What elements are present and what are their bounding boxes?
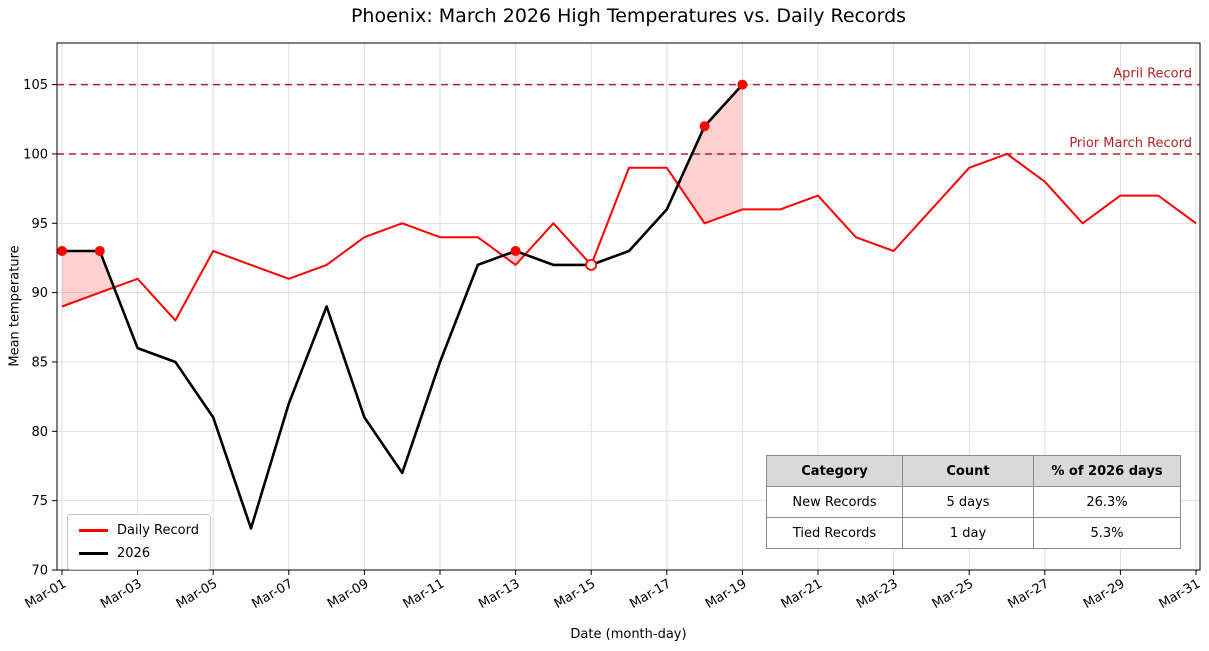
x-tick-label: Mar-13	[476, 576, 522, 611]
y-tick-label: 100	[23, 147, 48, 162]
table-cell: New Records	[766, 486, 903, 518]
table-row-tied-records: Tied Records 1 day 5.3%	[766, 517, 1181, 549]
y-tick-label: 75	[31, 494, 48, 509]
y-tick-label: 70	[31, 564, 48, 579]
new-record-marker	[510, 246, 521, 257]
legend-item-daily-record: Daily Record	[79, 523, 199, 538]
y-tick-label: 105	[23, 78, 48, 93]
table-header-category: Category	[766, 455, 903, 487]
tied-record-marker	[585, 258, 598, 271]
x-tick-label: Mar-21	[779, 576, 825, 611]
table-row-new-records: New Records 5 days 26.3%	[766, 486, 1181, 518]
x-tick-label: Mar-23	[854, 576, 900, 611]
x-tick-label: Mar-03	[98, 576, 144, 611]
legend: Daily Record 2026	[67, 514, 211, 570]
x-tick-label: Mar-29	[1081, 576, 1127, 611]
x-tick-label: Mar-27	[1005, 576, 1051, 611]
new-record-marker	[737, 79, 748, 90]
y-tick-label: 95	[31, 217, 48, 232]
fill-above-record	[62, 251, 114, 307]
new-record-marker	[699, 121, 710, 132]
table-header-percent: % of 2026 days	[1033, 455, 1181, 487]
y-axis-label: Mean temperature	[7, 245, 23, 367]
y-tick-label: 80	[31, 425, 48, 440]
x-axis-label: Date (month-day)	[570, 627, 687, 642]
table-cell: 5 days	[902, 486, 1034, 518]
legend-label: Daily Record	[117, 523, 199, 538]
table-header-count: Count	[902, 455, 1034, 487]
summary-table: Category Count % of 2026 days New Record…	[766, 455, 1181, 549]
legend-line-swatch	[79, 552, 108, 555]
series-daily-record-line	[61, 152, 1197, 322]
table-cell: Tied Records	[766, 517, 903, 549]
april-record-label: April Record	[1113, 67, 1192, 82]
x-tick-label: Mar-15	[552, 576, 598, 611]
table-cell: 5.3%	[1033, 517, 1181, 549]
plot-border	[56, 42, 1201, 571]
x-tick-label: Mar-05	[174, 576, 220, 611]
x-tick-label: Mar-31	[1157, 576, 1203, 611]
x-tick-label: Mar-09	[325, 576, 371, 611]
x-tick-label: Mar-17	[627, 576, 673, 611]
prior-march-record-label: Prior March Record	[1069, 136, 1192, 151]
x-tick-label: Mar-07	[249, 576, 295, 611]
x-tick-label: Mar-11	[401, 576, 447, 611]
legend-item-2026: 2026	[79, 546, 199, 561]
table-cell: 1 day	[902, 517, 1034, 549]
x-tick-label: Mar-01	[23, 576, 69, 611]
table-header-row: Category Count % of 2026 days	[766, 455, 1181, 487]
legend-label: 2026	[117, 546, 151, 561]
x-tick-label: Mar-25	[930, 576, 976, 611]
new-record-marker	[57, 246, 67, 257]
table-cell: 26.3%	[1033, 486, 1181, 518]
chart-title: Phoenix: March 2026 High Temperatures vs…	[350, 5, 907, 27]
y-tick-label: 85	[31, 355, 48, 370]
new-record-marker	[94, 246, 105, 257]
series-2026-line	[62, 83, 744, 530]
legend-line-swatch	[79, 529, 108, 532]
x-tick-label: Mar-19	[703, 576, 749, 611]
y-tick-label: 90	[31, 286, 48, 301]
